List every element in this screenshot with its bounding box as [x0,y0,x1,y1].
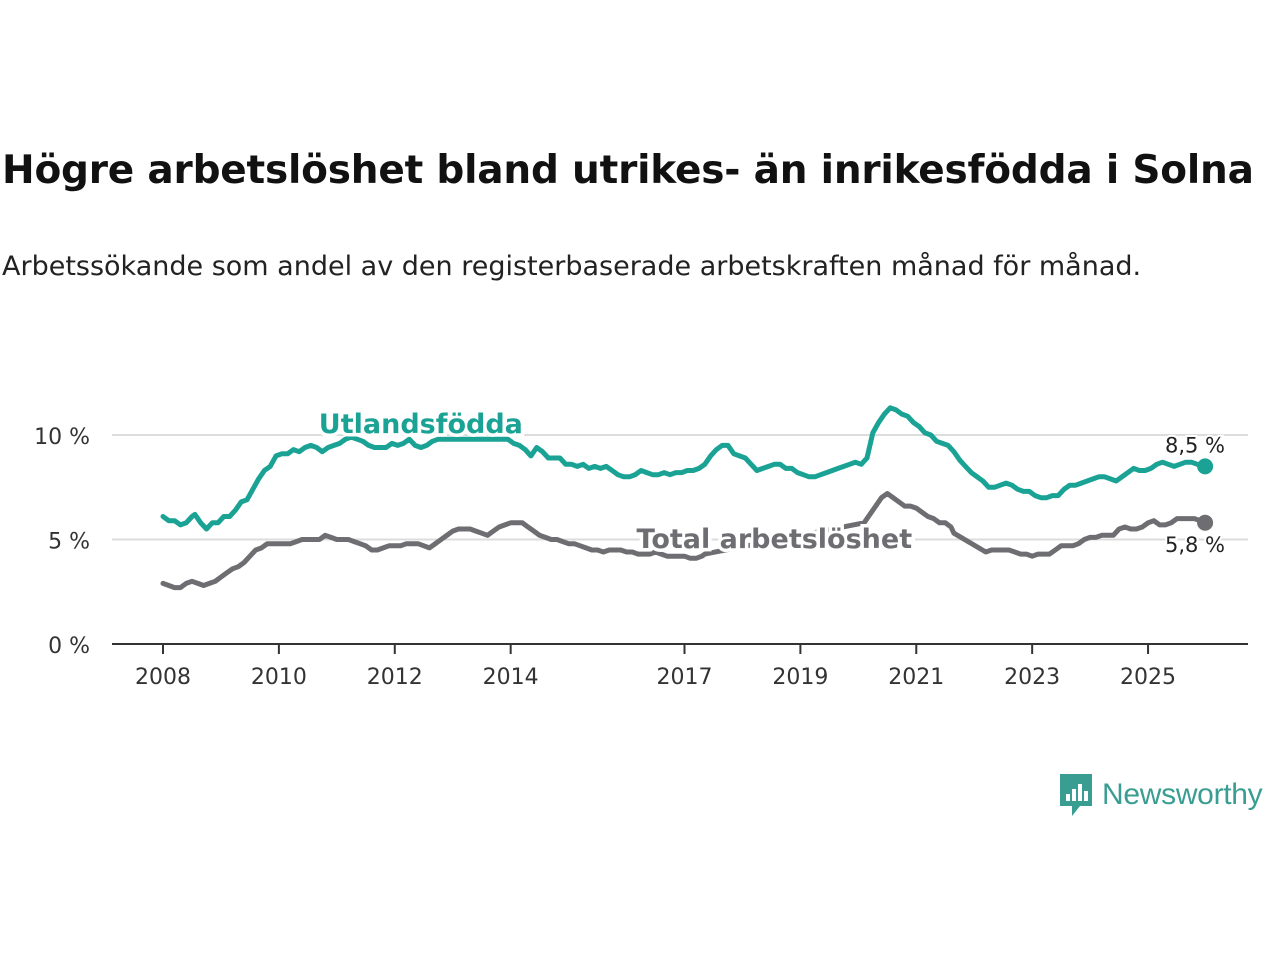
newsworthy-logo: Newsworthy [1058,772,1263,818]
series-line-utlandsfodda [160,405,1206,532]
series-end-point [1197,458,1214,475]
series-end-label: 8,5 % [1165,433,1225,457]
x-tick-label: 2019 [772,665,828,690]
series-labels: Utlandsfödda 8,5 % Total arbetslöshet 5,8 % [315,405,1227,558]
x-tick-label: 2014 [483,665,539,690]
x-tick-label: 2025 [1120,665,1176,690]
x-tick-label: 2017 [657,665,713,690]
chart-title: Högre arbetslöshet bland utrikes- än inr… [2,148,1254,193]
x-tick-label: 2021 [888,665,944,690]
y-tick-label: 5 % [48,530,90,555]
x-tick-label: 2012 [367,665,423,690]
series-end-point [1197,514,1214,531]
axes: 0 % 5 % 10 % 2008 2010 2012 2014 2017 2019 2021 20… [34,425,1248,690]
y-tick-label: 0 % [48,634,90,659]
series-line-total [160,491,1206,591]
series-lines [160,405,1214,591]
newsworthy-logo-text: Newsworthy [1102,778,1263,811]
x-tick-label: 2010 [251,665,307,690]
chart-subtitle: Arbetssökande som andel av den registerb… [2,251,1142,282]
x-tick-label: 2023 [1004,665,1060,690]
series-label: Total arbetslöshet [636,524,912,555]
newsworthy-logo-icon [1060,774,1092,816]
series-end-label: 5,8 % [1165,533,1225,557]
x-tick-label: 2008 [135,665,191,690]
y-tick-label: 10 % [34,425,90,450]
series-label: Utlandsfödda [319,409,523,440]
